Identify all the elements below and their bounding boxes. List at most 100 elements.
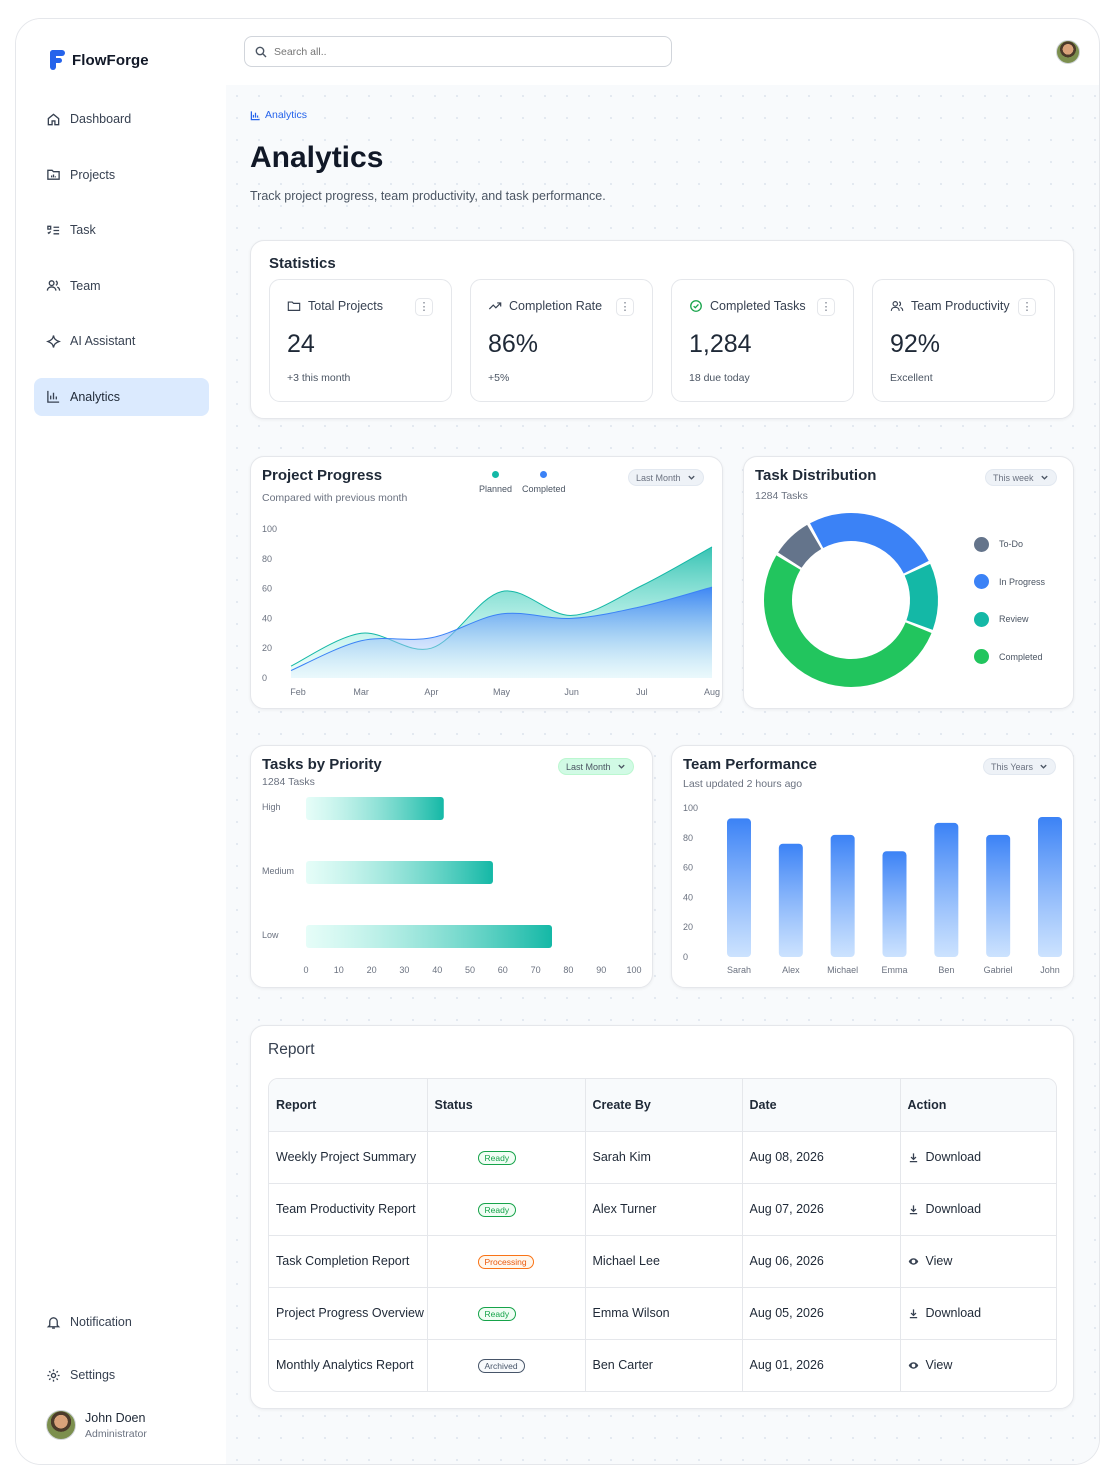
status-cell: Processing xyxy=(427,1235,586,1288)
page-subtitle: Track project progress, team productivit… xyxy=(250,189,606,203)
eye-icon xyxy=(908,1362,918,1369)
view-button[interactable]: View xyxy=(908,1358,1057,1372)
analytics-icon xyxy=(250,110,260,120)
action-label: View xyxy=(925,1254,953,1268)
y-tick-label: 80 xyxy=(683,833,693,843)
team-performance-title: Team Performance xyxy=(683,756,817,773)
bar-michael xyxy=(830,834,855,957)
project-progress-card: Project Progress Compared with previous … xyxy=(250,456,723,709)
sidebar-item-team[interactable]: Team xyxy=(34,267,209,305)
analytics-icon xyxy=(47,391,60,404)
report-name: Weekly Project Summary xyxy=(269,1131,428,1184)
x-tick-label: 80 xyxy=(563,965,573,975)
bar-low xyxy=(306,925,552,948)
y-tick-label: 0 xyxy=(683,952,688,962)
more-icon[interactable]: ⋮ xyxy=(415,298,433,316)
x-tick-label: 10 xyxy=(334,965,344,975)
table-row: Weekly Project Summary Ready Sarah Kim A… xyxy=(269,1131,1057,1184)
sidebar-item-ai-assistant[interactable]: AI Assistant xyxy=(34,322,209,360)
report-name: Project Progress Overview xyxy=(269,1287,428,1340)
table-row: Team Productivity Report Ready Alex Turn… xyxy=(269,1183,1057,1236)
legend-label: To-Do xyxy=(999,539,1024,549)
x-tick-label: 0 xyxy=(303,965,308,975)
report-date: Aug 05, 2026 xyxy=(742,1287,901,1340)
view-button[interactable]: View xyxy=(908,1254,1057,1268)
legend-item-review: Review xyxy=(974,611,1045,627)
top-avatar[interactable] xyxy=(1056,40,1080,64)
download-icon xyxy=(909,1204,917,1214)
stat-label: Completion Rate xyxy=(509,299,603,313)
sidebar-item-projects[interactable]: Projects xyxy=(34,156,209,194)
project-progress-subtitle: Compared with previous month xyxy=(262,492,408,504)
more-icon[interactable]: ⋮ xyxy=(1018,298,1036,316)
team-performance-chart: 0 20 40 60 80 100 Sarah Alex Michael Emma Ben Gabri… xyxy=(683,803,1062,975)
search-input[interactable] xyxy=(274,45,654,58)
status-badge: Archived xyxy=(477,1358,525,1373)
legend-item-todo: To-Do xyxy=(974,536,1045,552)
report-date: Aug 07, 2026 xyxy=(742,1183,901,1236)
filter-dropdown[interactable]: This Years xyxy=(983,758,1057,775)
task-list-icon xyxy=(47,225,60,235)
team-performance-subtitle: Last updated 2 hours ago xyxy=(683,778,803,790)
page-title: Analytics xyxy=(250,141,384,174)
donut-slice-completed xyxy=(764,555,932,687)
sidebar-item-settings[interactable]: Settings xyxy=(34,1356,209,1394)
bar-medium xyxy=(306,861,493,884)
tasks-by-priority-title: Tasks by Priority xyxy=(262,756,382,773)
status-badge: Ready xyxy=(477,1306,517,1321)
sidebar-item-label: Notification xyxy=(70,1315,132,1329)
download-button[interactable]: Download xyxy=(908,1150,1057,1164)
bar-sarah xyxy=(727,818,751,957)
download-button[interactable]: Download xyxy=(908,1202,1057,1216)
status-cell: Ready xyxy=(427,1183,586,1236)
download-button[interactable]: Download xyxy=(908,1306,1057,1320)
y-tick-label: 80 xyxy=(262,554,272,564)
chart-legend: Planned Completed xyxy=(479,471,566,494)
logo[interactable]: FlowForge xyxy=(50,50,149,70)
tasks-by-priority-subtitle: 1284 Tasks xyxy=(262,776,315,788)
created-by: Michael Lee xyxy=(585,1235,743,1288)
report-name: Team Productivity Report xyxy=(269,1183,428,1236)
y-category-label: Low xyxy=(262,930,279,940)
bar-alex xyxy=(778,843,803,957)
chart-legend: To-Do In Progress Review Completed xyxy=(974,536,1045,665)
tasks-by-priority-card: Tasks by Priority 1284 Tasks Last Month … xyxy=(250,745,653,988)
legend-swatch xyxy=(540,471,548,478)
filter-dropdown[interactable]: Last Month xyxy=(558,758,634,775)
column-header: Action xyxy=(900,1079,1056,1132)
column-header: Report xyxy=(269,1079,428,1132)
donut-slice-to-do xyxy=(778,524,822,569)
filter-dropdown[interactable]: Last Month xyxy=(628,469,704,486)
legend-label: Planned xyxy=(479,484,513,494)
legend-item-completed: Completed xyxy=(522,471,566,494)
bar-ben xyxy=(934,822,959,957)
x-tick-label: Mar xyxy=(353,687,369,697)
sidebar-item-analytics[interactable]: Analytics xyxy=(34,377,209,416)
report-card: Report Report Status Create By Date Acti… xyxy=(250,1025,1074,1409)
project-progress-title: Project Progress xyxy=(262,467,383,484)
sidebar-item-dashboard[interactable]: Dashboard xyxy=(34,100,209,138)
x-tick-label: Jun xyxy=(564,687,579,697)
sidebar-nav: Dashboard Projects Task Team AI Assistan… xyxy=(34,100,209,434)
created-by: Alex Turner xyxy=(585,1183,743,1236)
filter-dropdown[interactable]: This week xyxy=(985,469,1057,486)
x-tick-label: John xyxy=(1040,965,1060,975)
x-tick-label: Gabriel xyxy=(984,965,1013,975)
x-tick-label: Ben xyxy=(938,965,954,975)
sidebar-item-notification[interactable]: Notification xyxy=(34,1303,209,1341)
legend-swatch xyxy=(492,471,500,478)
filter-label: This Years xyxy=(991,761,1034,772)
bell-icon xyxy=(46,1316,61,1329)
breadcrumb[interactable]: Analytics xyxy=(250,109,307,121)
search-bar[interactable] xyxy=(244,36,672,67)
stat-note: +3 this month xyxy=(287,372,351,384)
series-line-planned xyxy=(290,546,713,667)
stat-value: 1,284 xyxy=(689,330,752,358)
more-icon[interactable]: ⋮ xyxy=(817,298,835,316)
user-profile[interactable]: John Doen Administrator xyxy=(46,1410,147,1440)
search-icon xyxy=(255,46,267,57)
sidebar-item-task[interactable]: Task xyxy=(34,211,209,249)
user-role: Administrator xyxy=(85,1427,147,1440)
more-icon[interactable]: ⋮ xyxy=(616,298,634,316)
app-name: FlowForge xyxy=(72,51,149,69)
